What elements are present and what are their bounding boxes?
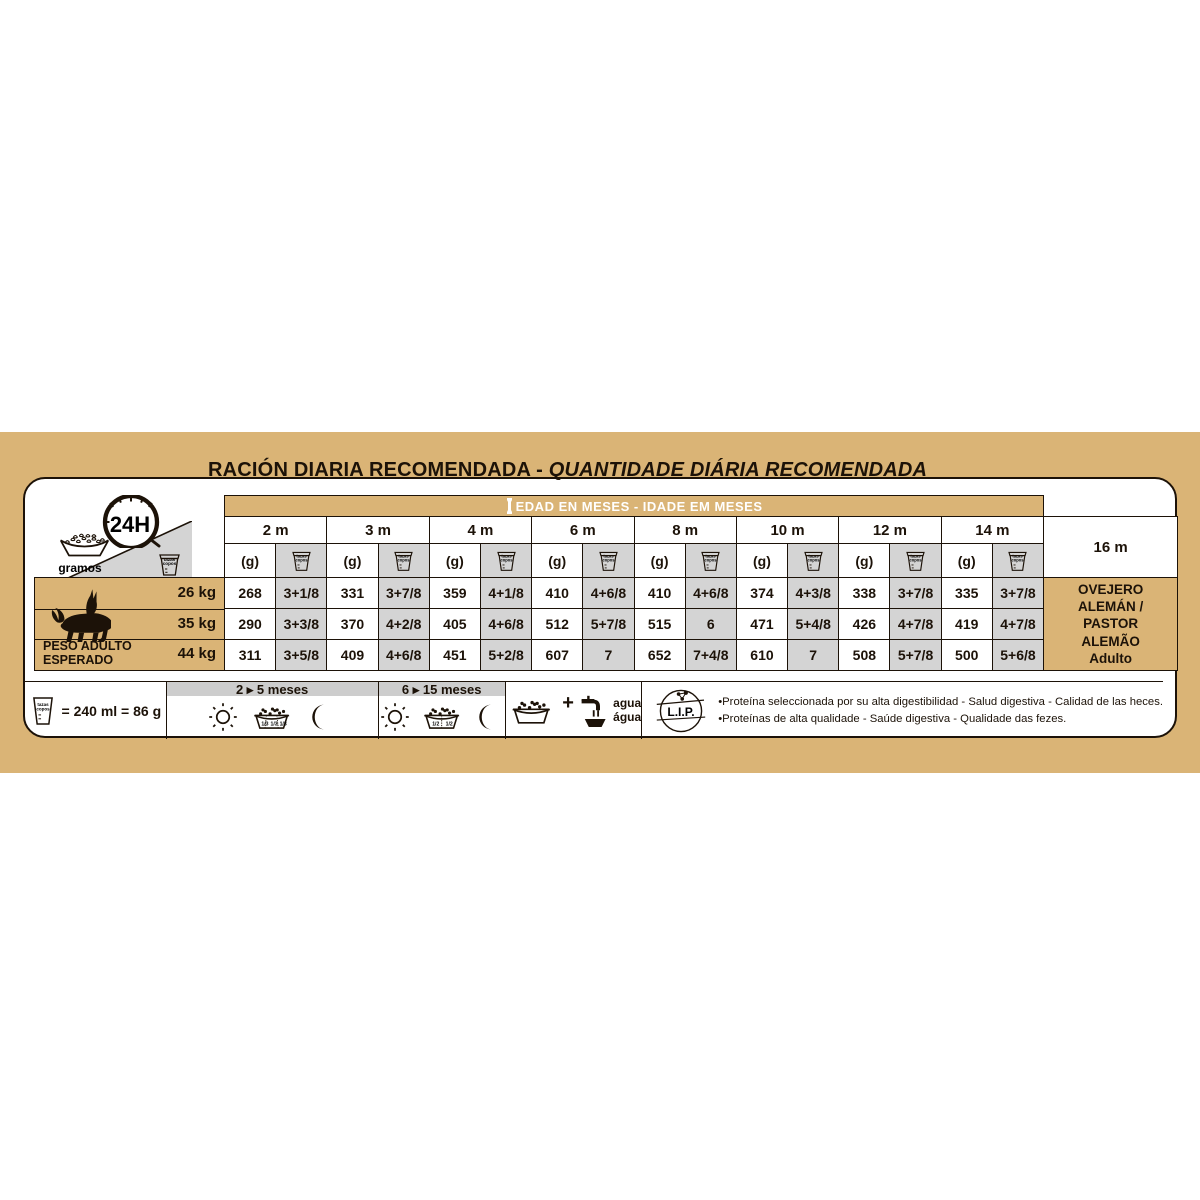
svg-text:copos: copos <box>807 558 820 563</box>
svg-text:copos: copos <box>500 558 513 563</box>
svg-text:copos: copos <box>1012 558 1025 563</box>
svg-text:copos: copos <box>36 706 50 711</box>
svg-text:1/2: 1/2 <box>446 722 453 728</box>
svg-text:copos: copos <box>910 558 923 563</box>
svg-text:1/2: 1/2 <box>432 722 439 728</box>
svg-text:copos: copos <box>398 558 411 563</box>
svg-text:L.I.P.: L.I.P. <box>668 704 695 718</box>
svg-text:copos: copos <box>705 558 718 563</box>
svg-text:copos: copos <box>602 558 615 563</box>
svg-text:1/3: 1/3 <box>262 722 269 728</box>
svg-text:1/3: 1/3 <box>271 722 278 728</box>
svg-text:1/3: 1/3 <box>280 722 287 728</box>
svg-text:copos: copos <box>295 558 308 563</box>
